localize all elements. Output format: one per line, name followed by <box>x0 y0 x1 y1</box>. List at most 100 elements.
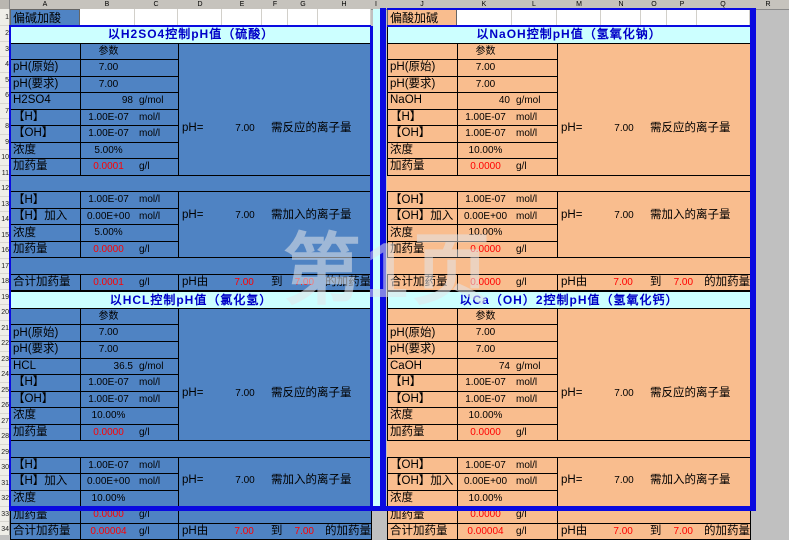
cell-dose[interactable]: 0.0000 g/l <box>80 423 179 442</box>
cell-conc[interactable]: 10.00% <box>457 141 558 160</box>
cell-ph-start-label[interactable]: pH(原始) <box>10 59 81 77</box>
row-header-31[interactable]: 31 <box>0 476 9 491</box>
cell-total-range[interactable]: pH由 7.00 到 7.00 的加药量 <box>556 522 752 540</box>
tab-acidic-add-alkali[interactable]: 偏酸加碱 <box>387 9 457 26</box>
row-header-15[interactable]: 15 <box>0 228 9 243</box>
cell-dose-label[interactable]: 加药量 <box>387 240 458 259</box>
row-header-19[interactable]: 19 <box>0 290 9 305</box>
row-header-12[interactable]: 12 <box>0 181 9 197</box>
column-header-F[interactable]: F <box>272 1 278 8</box>
quadrant-title-naoh[interactable]: 以NaOH控制pH值（氢氧化钠） <box>386 26 752 44</box>
cell-merged-addition[interactable]: pH= 7.00 需加入的离子量 <box>556 456 752 524</box>
cell-empty[interactable] <box>10 307 81 326</box>
row-header-24[interactable]: 24 <box>0 367 9 383</box>
column-header-A[interactable]: A <box>42 1 48 8</box>
cell-oh-val[interactable]: 1.00E-07 mol/l <box>80 125 179 143</box>
row-header-16[interactable]: 16 <box>0 243 9 259</box>
cell-empty[interactable] <box>512 9 557 26</box>
cell-total-val[interactable]: 0.00004 g/l <box>457 522 558 540</box>
cell-oh-label[interactable]: 【OH】 <box>387 456 458 475</box>
cell-dose[interactable]: 0.0000 g/l <box>457 158 558 176</box>
cell-total-val[interactable]: 0.00004 g/l <box>80 522 179 540</box>
cell-params-header[interactable]: 参数 <box>80 42 179 61</box>
row-header-11[interactable]: 11 <box>0 166 9 181</box>
cell-chem-label[interactable]: NaOH <box>387 92 458 110</box>
row-header-14[interactable]: 14 <box>0 212 9 228</box>
row-header-33[interactable]: 33 <box>0 507 9 522</box>
column-header-B[interactable]: B <box>104 1 110 8</box>
cell-oh-label[interactable]: 【OH】 <box>10 125 81 143</box>
cell-h-label[interactable]: 【H】 <box>10 191 81 209</box>
row-header-30[interactable]: 30 <box>0 460 9 476</box>
cell-total-range[interactable]: pH由 7.00 到 7.00 的加药量 <box>177 522 373 540</box>
cell-empty[interactable] <box>601 9 641 26</box>
cell-empty[interactable] <box>387 307 458 326</box>
cell-merged-reaction[interactable]: pH= 7.00 需反应的离子量 <box>556 42 752 176</box>
cell-ph-req[interactable]: 7.00 <box>80 340 179 359</box>
cell-ph-req-label[interactable]: pH(要求) <box>387 340 458 359</box>
row-header-22[interactable]: 22 <box>0 336 9 352</box>
cell-conc[interactable]: 5.00% <box>80 141 179 160</box>
cell-empty[interactable] <box>222 9 262 26</box>
cell-h-add-val[interactable]: 0.00E+00 mol/l <box>80 207 179 226</box>
cell-empty[interactable] <box>667 9 697 26</box>
cell-total-val[interactable]: 0.0001 g/l <box>80 273 179 292</box>
row-header-21[interactable]: 21 <box>0 321 9 336</box>
cell-dose-label[interactable]: 加药量 <box>387 158 458 176</box>
cell-oh-add-val[interactable]: 0.00E+00 mol/l <box>457 473 558 491</box>
cell-ph-start[interactable]: 7.00 <box>457 324 558 342</box>
row-header-25[interactable]: 25 <box>0 383 9 398</box>
column-header-C[interactable]: C <box>153 1 159 8</box>
cell-h-val[interactable]: 1.00E-07 mol/l <box>80 374 179 392</box>
row-header-18[interactable]: 18 <box>0 274 9 290</box>
cell-dose[interactable]: 0.0001 g/l <box>80 158 179 176</box>
cell-chem-label[interactable]: HCL <box>10 357 81 376</box>
cell-empty[interactable] <box>262 9 288 26</box>
cell-oh-val[interactable]: 1.00E-07 mol/l <box>457 456 558 475</box>
cell-dose[interactable]: 0.0000 g/l <box>457 423 558 442</box>
column-header-I[interactable]: I <box>375 1 377 8</box>
cell-chem-mass[interactable]: 74 g/mol <box>457 357 558 376</box>
cell-conc-label[interactable]: 浓度 <box>10 489 81 508</box>
cell-total-label[interactable]: 合计加药量 <box>387 273 458 292</box>
column-header-Q[interactable]: Q <box>720 1 726 8</box>
column-header-G[interactable]: G <box>300 1 306 8</box>
row-header-2[interactable]: 2 <box>0 26 9 42</box>
cell-conc-label[interactable]: 浓度 <box>387 141 458 160</box>
cell-ph-start[interactable]: 7.00 <box>80 324 179 342</box>
cell-h-val[interactable]: 1.00E-07 mol/l <box>457 108 558 127</box>
cell-empty[interactable] <box>318 9 371 26</box>
cell-h-label[interactable]: 【H】 <box>10 374 81 392</box>
cell-conc[interactable]: 10.00% <box>457 407 558 425</box>
cell-conc[interactable]: 10.00% <box>457 489 558 508</box>
cell-ph-req-label[interactable]: pH(要求) <box>387 75 458 94</box>
row-header-3[interactable]: 3 <box>0 42 9 57</box>
row-header-8[interactable]: 8 <box>0 119 9 135</box>
cell-h-add-label[interactable]: 【H】加入 <box>10 207 81 226</box>
cell-conc-label[interactable]: 浓度 <box>10 224 81 242</box>
cell-params-header[interactable]: 参数 <box>80 307 179 326</box>
cell-oh-val[interactable]: 1.00E-07 mol/l <box>80 390 179 409</box>
cell-oh-val[interactable]: 1.00E-07 mol/l <box>457 390 558 409</box>
cell-ph-req[interactable]: 7.00 <box>457 75 558 94</box>
cell-params-header[interactable]: 参数 <box>457 307 558 326</box>
column-header-O[interactable]: O <box>651 1 657 8</box>
cell-conc-label[interactable]: 浓度 <box>387 407 458 425</box>
quadrant-title-h2so4[interactable]: 以H2SO4控制pH值（硫酸） <box>9 26 373 44</box>
tab-alkaline-add-acid[interactable]: 偏碱加酸 <box>10 9 80 26</box>
cell-ph-start-label[interactable]: pH(原始) <box>387 59 458 77</box>
cell-oh-label[interactable]: 【OH】 <box>387 125 458 143</box>
row-header-34[interactable]: 34 <box>0 522 9 535</box>
cell-empty[interactable] <box>178 9 222 26</box>
column-header-P[interactable]: P <box>679 1 685 8</box>
cell-h-add-label[interactable]: 【H】加入 <box>10 473 81 491</box>
cell-empty[interactable] <box>288 9 318 26</box>
cell-h-label[interactable]: 【H】 <box>387 374 458 392</box>
column-header-E[interactable]: E <box>239 1 245 8</box>
cell-chem-mass[interactable]: 98 g/mol <box>80 92 179 110</box>
cell-chem-mass[interactable]: 36.5 g/mol <box>80 357 179 376</box>
cell-empty[interactable] <box>387 42 458 61</box>
cell-chem-label[interactable]: H2SO4 <box>10 92 81 110</box>
cell-oh-add-label[interactable]: 【OH】加入 <box>387 207 458 226</box>
cell-merged-reaction[interactable]: pH= 7.00 需反应的离子量 <box>556 307 752 442</box>
